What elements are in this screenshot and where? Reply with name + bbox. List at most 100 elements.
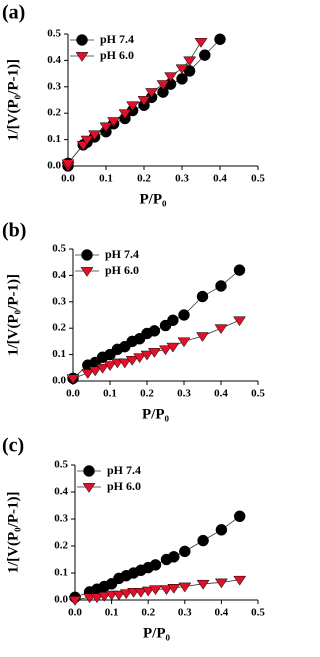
- marker: [61, 159, 75, 170]
- x-tick-label: 0.0: [66, 388, 80, 400]
- marker: [149, 559, 162, 571]
- y-tick-label: 0.0: [47, 160, 61, 172]
- marker: [177, 337, 191, 348]
- x-tick-label: 0.2: [137, 173, 151, 185]
- x-tick-label: 0.4: [213, 173, 227, 185]
- y-tick-label: 0.0: [52, 375, 66, 387]
- marker: [233, 316, 246, 327]
- marker: [233, 575, 247, 586]
- y-tick-label: 0.3: [52, 295, 66, 307]
- marker: [159, 345, 172, 356]
- marker: [145, 88, 159, 98]
- x-tick-label: 0.1: [103, 388, 117, 400]
- y-tick-label: 0.0: [54, 594, 68, 606]
- legend-label: pH 6.0: [107, 479, 141, 493]
- marker: [103, 361, 117, 372]
- marker: [196, 290, 209, 303]
- x-tick-label: 0.5: [251, 173, 265, 185]
- x-tick-label: 0.1: [105, 607, 119, 619]
- x-tick-label: 0.5: [251, 388, 265, 400]
- marker: [107, 117, 121, 127]
- y-tick-label: 0.1: [54, 567, 68, 579]
- marker: [119, 589, 133, 600]
- marker: [166, 342, 180, 353]
- y-tick-label: 0.4: [52, 269, 66, 281]
- figure: (a) 0.0 0.1 0.2 0.3 0.4 0.5 0.0 0.1 0.2 0.3 0.4 0.5 P…: [2, 2, 265, 642]
- legend-label: pH 7.4: [107, 463, 141, 477]
- marker: [156, 80, 170, 91]
- marker: [133, 353, 147, 364]
- marker: [66, 374, 80, 385]
- x-tick-label: 0.0: [68, 607, 82, 619]
- x-tick-label: 0.3: [175, 173, 189, 185]
- marker: [194, 38, 208, 48]
- marker: [160, 585, 173, 596]
- y-tick-label: 0.3: [54, 513, 68, 525]
- marker: [183, 56, 197, 67]
- marker: [164, 72, 178, 83]
- marker: [214, 578, 228, 589]
- marker: [196, 332, 209, 342]
- marker: [90, 593, 104, 604]
- y-axis-label: 1/[V(P₀/P-1)]: [5, 274, 21, 356]
- x-tick-label: 0.0: [61, 173, 75, 185]
- marker: [149, 585, 162, 596]
- marker: [81, 369, 95, 379]
- legend-label: pH 6.0: [100, 48, 134, 62]
- x-axis-label: P/P₀: [143, 625, 170, 641]
- y-tick-label: 0.2: [54, 540, 68, 552]
- x-tick-label: 0.1: [99, 173, 113, 185]
- marker: [233, 510, 246, 523]
- legend-label: pH 6.0: [105, 263, 139, 277]
- marker: [197, 534, 209, 547]
- marker: [215, 524, 228, 536]
- marker: [118, 358, 132, 369]
- marker: [137, 96, 151, 106]
- marker: [99, 122, 113, 133]
- marker: [126, 101, 140, 112]
- marker: [196, 579, 210, 590]
- legend-label: pH 7.4: [100, 32, 134, 46]
- x-tick-label: 0.2: [140, 388, 154, 400]
- panel-label: (c): [2, 435, 24, 457]
- y-tick-label: 0.4: [54, 486, 68, 498]
- y-tick-label: 0.1: [52, 348, 66, 360]
- marker: [167, 584, 181, 594]
- marker: [148, 325, 161, 337]
- y-axis-label: 1/[V(P₀/P-1)]: [5, 492, 21, 574]
- x-tick-label: 0.3: [178, 607, 192, 619]
- marker: [97, 592, 111, 602]
- legend-marker: [82, 483, 96, 493]
- panel-label: (a): [2, 2, 25, 24]
- panel-label: (b): [2, 220, 26, 242]
- legend-marker: [80, 267, 94, 277]
- marker: [88, 366, 102, 377]
- marker: [167, 314, 179, 327]
- marker: [68, 596, 82, 606]
- x-tick-label: 0.2: [141, 607, 155, 619]
- y-tick-label: 0.2: [47, 107, 61, 119]
- x-tick-label: 0.4: [215, 607, 229, 619]
- x-tick-label: 0.5: [251, 607, 265, 619]
- legend-marker: [75, 52, 89, 62]
- marker: [134, 588, 148, 598]
- legend-label: pH 7.4: [105, 247, 139, 261]
- marker: [118, 109, 132, 120]
- marker: [88, 130, 102, 141]
- legend-marker: [83, 465, 95, 477]
- marker: [112, 590, 126, 601]
- marker: [96, 363, 110, 374]
- marker: [215, 280, 227, 292]
- legend-marker: [76, 34, 88, 46]
- y-tick-label: 0.5: [52, 243, 66, 255]
- x-axis-label: P/P₀: [140, 191, 167, 207]
- x-tick-label: 0.4: [214, 388, 228, 400]
- y-tick-label: 0.2: [52, 322, 66, 334]
- legend-marker: [81, 249, 93, 261]
- marker: [147, 348, 161, 358]
- y-tick-label: 0.5: [54, 459, 68, 471]
- y-tick-label: 0.3: [47, 80, 61, 92]
- marker: [175, 64, 189, 75]
- marker: [179, 545, 191, 558]
- marker: [80, 135, 94, 146]
